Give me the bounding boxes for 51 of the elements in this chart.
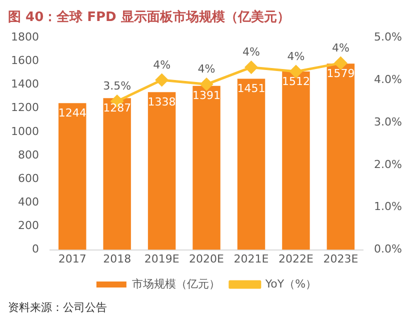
y-tick-label: 1000 — [10, 124, 39, 138]
point — [200, 78, 213, 91]
y-tick-label: 400 — [18, 196, 39, 209]
text: 资料来源：公司公告 — [8, 300, 108, 316]
chart-title: 图 40：全球 FPD 显示面板市场规模（亿美元） — [8, 8, 291, 27]
bar — [148, 92, 176, 250]
y-tick-label: 800 — [18, 148, 39, 162]
y-tick-label: 1600 — [10, 54, 39, 68]
y2-tick-label: 2.0% — [374, 158, 402, 171]
data-label: 4% — [287, 50, 305, 63]
y2-tick-label: 3.0% — [374, 115, 402, 128]
x-tick-label: 2019E — [144, 252, 180, 266]
y-tick-label: 1800 — [10, 30, 39, 44]
x-tick-label: 2022E — [278, 252, 314, 266]
data-label: 1244 — [58, 106, 86, 120]
bar — [58, 103, 86, 250]
y2-tick-label: 4.0% — [374, 72, 402, 86]
legend-label: 市场规模（亿元） — [132, 277, 220, 290]
point — [244, 61, 258, 74]
data-label: 1512 — [282, 74, 310, 88]
data-label: 3.5% — [103, 80, 132, 93]
data-label: 4% — [242, 46, 260, 59]
x-tick-label: 2017 — [58, 252, 86, 266]
data-label: 1287 — [103, 101, 132, 114]
data-label: 1451 — [237, 82, 266, 96]
bar — [103, 98, 131, 250]
y-tick-label: 600 — [18, 172, 39, 185]
x-tick-label: 2020E — [189, 252, 224, 266]
x-tick-label: 2018 — [103, 252, 132, 266]
x-tick-label: 2023E — [323, 252, 358, 266]
bar — [237, 78, 266, 250]
x-tick-label: 2021E — [234, 252, 269, 266]
legend-label: YoY（%） — [264, 277, 317, 290]
bar — [326, 64, 355, 250]
bar — [192, 86, 220, 250]
y-tick-label: 200 — [18, 219, 39, 232]
point — [156, 74, 168, 86]
y2-tick-label: 5.0% — [374, 30, 402, 44]
data-label: 1338 — [148, 95, 176, 108]
data-label: 1391 — [192, 89, 221, 102]
y-tick-label: 0 — [32, 242, 39, 256]
y-tick-label: 1400 — [10, 78, 39, 91]
data-label: 1579 — [326, 67, 355, 80]
y-tick-label: 1200 — [10, 101, 39, 114]
data-label: 4% — [332, 41, 350, 54]
data-label: 4% — [153, 58, 171, 72]
data-label: 4% — [198, 62, 216, 76]
y2-tick-label: 0.0% — [374, 242, 402, 256]
point — [334, 56, 347, 70]
bar — [282, 72, 310, 250]
y2-tick-label: 1.0% — [374, 200, 402, 214]
